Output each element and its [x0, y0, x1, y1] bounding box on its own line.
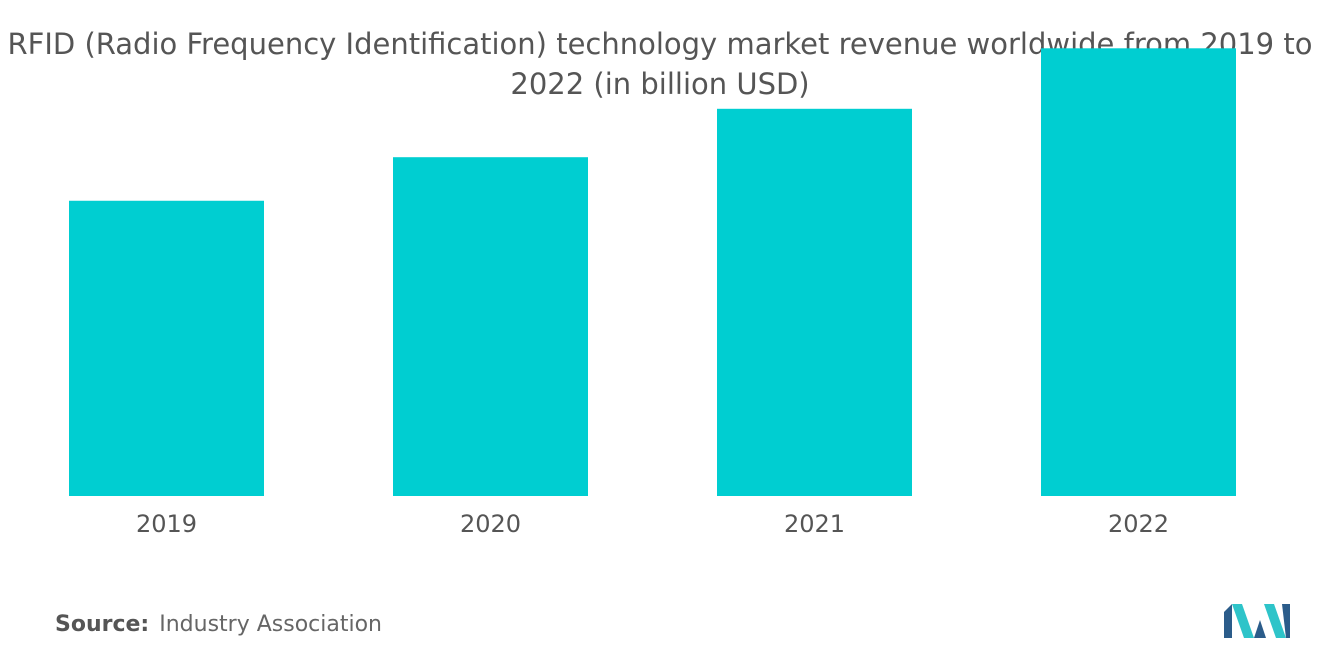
- x-tick-label-2021: 2021: [784, 510, 845, 538]
- bar-2021: [717, 108, 912, 497]
- x-tick-label-2022: 2022: [1108, 510, 1169, 538]
- source-value: Industry Association: [159, 612, 382, 637]
- chart-title-line-2: 2022 (in billion USD): [510, 67, 810, 101]
- bar-2022: [1041, 48, 1236, 497]
- chart-title: RFID (Radio Frequency Identification) te…: [0, 24, 1320, 104]
- mordor-intelligence-logo-icon: [1224, 604, 1290, 638]
- x-tick-label-2020: 2020: [460, 510, 521, 538]
- source-label: Source:: [55, 612, 150, 637]
- bar-2020: [393, 157, 588, 496]
- source-note: Source: Industry Association: [55, 612, 382, 637]
- x-tick-label-2019: 2019: [136, 510, 197, 538]
- bar-2019: [69, 200, 264, 496]
